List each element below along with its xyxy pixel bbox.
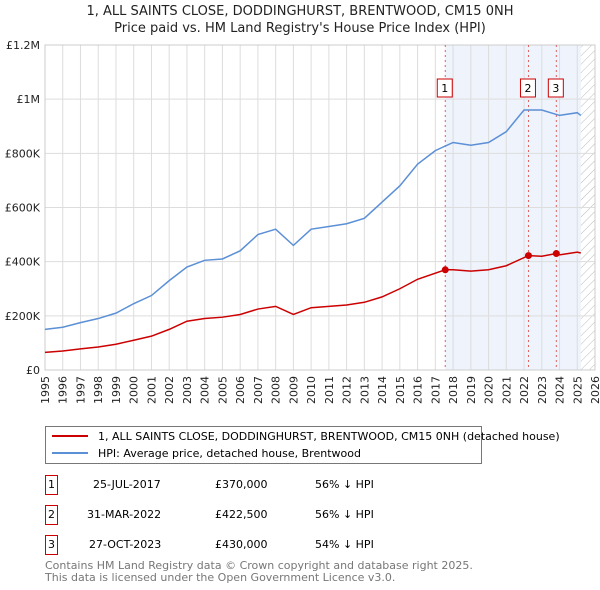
sale-row: 2 31-MAR-2022 £422,500 56% ↓ HPI [45, 505, 445, 525]
x-tick-label: 2009 [287, 376, 300, 404]
x-tick-label: 1998 [92, 376, 105, 404]
x-tick-label: 2011 [323, 376, 336, 404]
y-tick-label: £600K [5, 202, 41, 215]
footer-licence: This data is licensed under the Open Gov… [45, 571, 396, 584]
sale-marker-box [547, 78, 564, 98]
x-tick-label: 2019 [465, 376, 478, 404]
sale-delta: 56% ↓ HPI [315, 478, 374, 491]
x-tick-label: 2012 [341, 376, 354, 404]
legend-label-property: 1, ALL SAINTS CLOSE, DODDINGHURST, BRENT… [98, 429, 560, 443]
sale-marker-label: 3 [552, 82, 559, 95]
x-tick-label: 2007 [252, 376, 265, 404]
sale-delta: 54% ↓ HPI [315, 538, 374, 551]
chart-title: 1, ALL SAINTS CLOSE, DODDINGHURST, BRENT… [86, 4, 514, 19]
x-tick-label: 2016 [412, 376, 425, 404]
x-tick-label: 2010 [305, 376, 318, 404]
x-tick-label: 2025 [571, 376, 584, 404]
sale-price: £430,000 [215, 538, 268, 551]
x-tick-label: 2014 [376, 376, 389, 404]
x-tick-label: 2006 [234, 376, 247, 404]
sale-marker-label: 1 [441, 82, 448, 95]
x-tick-label: 2004 [199, 376, 212, 404]
y-tick-label: £400K [5, 256, 41, 269]
y-tick-label: £1.2M [6, 39, 40, 52]
sale-date: 25-JUL-2017 [93, 478, 161, 491]
x-tick-label: 2008 [270, 376, 283, 404]
x-tick-label: 2023 [536, 376, 549, 404]
hpi-line [44, 109, 582, 331]
y-tick-label: £1M [17, 93, 41, 106]
sale-marker-box [436, 78, 453, 98]
x-tick-label: 2002 [163, 376, 176, 404]
sale-point [552, 250, 560, 258]
legend-label-hpi: HPI: Average price, detached house, Bren… [98, 446, 361, 460]
x-tick-label: 1996 [57, 376, 70, 404]
sale-row: 3 27-OCT-2023 £430,000 54% ↓ HPI [45, 535, 445, 555]
sale-badge: 2 [45, 505, 58, 525]
footer: Contains HM Land Registry data © Crown c… [45, 560, 473, 584]
y-tick-label: £800K [5, 147, 41, 160]
legend-swatch-hpi [52, 452, 88, 454]
sale-price: £422,500 [215, 508, 268, 521]
x-tick-label: 2020 [483, 376, 496, 404]
x-tick-label: 1995 [39, 376, 52, 404]
sale-point [441, 266, 449, 274]
plot-area: 1995 1996 1997 1998 1999 2000 2001 2002 2003 2004… [5, 39, 600, 404]
sale-date: 27-OCT-2023 [89, 538, 162, 551]
x-tick-label: 2024 [554, 376, 567, 404]
x-tick-label: 2000 [128, 376, 141, 404]
y-tick-label: £0 [26, 364, 40, 377]
sale-marker-label: 2 [524, 82, 531, 95]
x-tick-label: 2026 [589, 376, 600, 404]
sale-delta: 56% ↓ HPI [315, 508, 374, 521]
sale-badge: 3 [45, 535, 58, 555]
sale-point [524, 252, 532, 260]
sale-date: 31-MAR-2022 [87, 508, 162, 521]
x-tick-label: 2013 [358, 376, 371, 404]
footer-copyright: Contains HM Land Registry data © Crown c… [45, 559, 473, 572]
legend: 1, ALL SAINTS CLOSE, DODDINGHURST, BRENT… [45, 426, 560, 464]
legend-swatch-property [52, 435, 88, 437]
x-tick-label: 2005 [216, 376, 229, 404]
sale-marker-box [519, 78, 536, 98]
x-tick-label: 2001 [145, 376, 158, 404]
x-tick-label: 1999 [110, 376, 123, 404]
x-tick-label: 2022 [518, 376, 531, 404]
x-tick-label: 2003 [181, 376, 194, 404]
x-tick-label: 2021 [500, 376, 513, 404]
sale-row: 1 25-JUL-2017 £370,000 56% ↓ HPI [45, 475, 445, 495]
sale-price: £370,000 [215, 478, 268, 491]
x-tick-label: 1997 [74, 376, 87, 404]
x-tick-label: 2018 [447, 376, 460, 404]
plot-frame [44, 44, 596, 371]
x-tick-label: 2017 [429, 376, 442, 404]
x-tick-label: 2015 [394, 376, 407, 404]
sale-badge: 1 [45, 475, 58, 495]
property-line [44, 251, 581, 354]
chart-subtitle: Price paid vs. HM Land Registry's House … [114, 21, 486, 36]
y-tick-label: £200K [5, 310, 41, 323]
